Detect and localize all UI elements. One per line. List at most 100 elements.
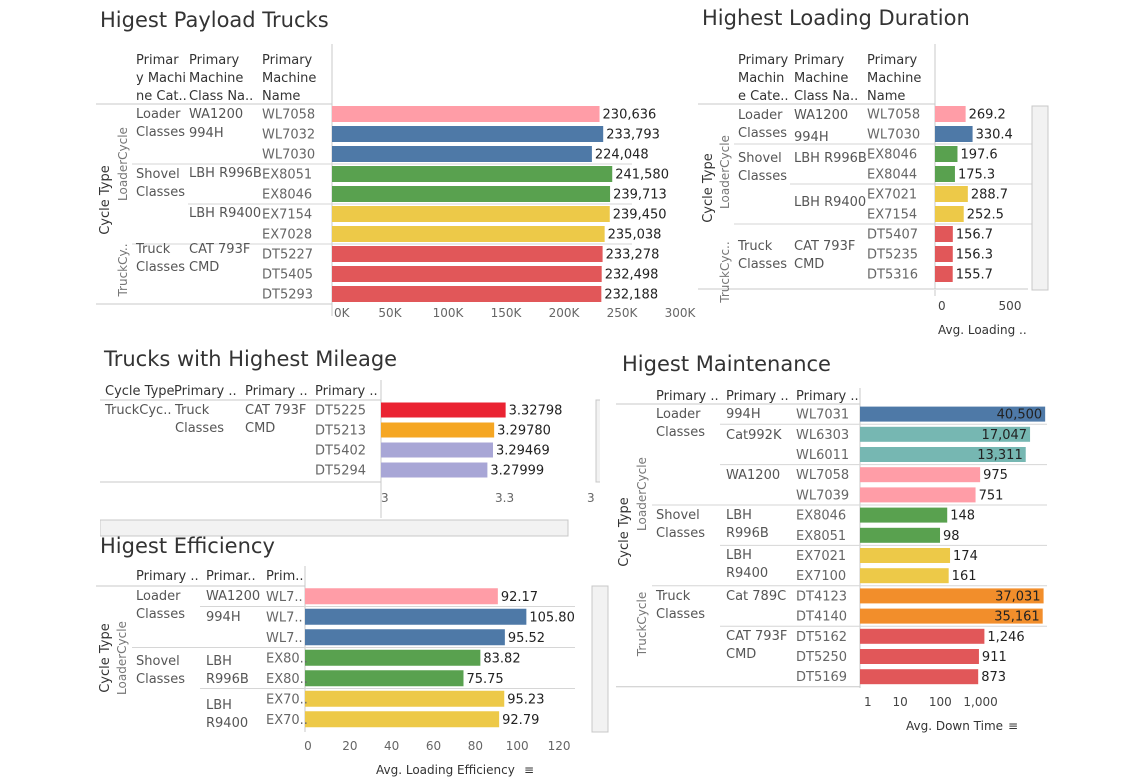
- bar-EX80..[interactable]: [305, 670, 464, 687]
- data-label: 156.3: [956, 248, 993, 263]
- bar-EX70..[interactable]: [305, 690, 505, 707]
- bar-WL7058[interactable]: [935, 106, 966, 122]
- bar-EX7154[interactable]: [332, 206, 610, 222]
- bar-EX7021[interactable]: [860, 548, 951, 563]
- cycle-label: TruckCycle: [635, 592, 649, 657]
- loading-title: Highest Loading Duration: [702, 6, 970, 30]
- bar-DT5213[interactable]: [381, 422, 495, 438]
- tick-label: 500: [999, 299, 1022, 313]
- bar-EX8046[interactable]: [332, 186, 611, 202]
- data-label: 175.3: [958, 168, 995, 183]
- machine-name: EX7021: [796, 549, 846, 564]
- category-label: Loader Classes: [738, 108, 787, 141]
- bar-DT5235[interactable]: [935, 246, 953, 262]
- machine-name: DT5402: [315, 444, 366, 459]
- data-label: 35,161: [994, 610, 1040, 625]
- class-label: LBH R9400: [189, 206, 261, 221]
- machine-name: EX7154: [262, 208, 312, 223]
- tick-label: 100: [506, 739, 529, 753]
- bar-WL7039[interactable]: [860, 487, 976, 503]
- bar-EX70..[interactable]: [305, 711, 500, 728]
- bar-EX7154[interactable]: [935, 206, 964, 222]
- machine-name: EX7100: [796, 569, 846, 584]
- scrollbar-vertical[interactable]: [591, 585, 609, 733]
- bar-DT4123[interactable]: [860, 588, 1044, 604]
- bar-DT5402[interactable]: [381, 442, 493, 458]
- bar-DT5293[interactable]: [332, 286, 602, 302]
- bar-EX7100[interactable]: [860, 568, 949, 584]
- class-label: WA1200: [726, 468, 780, 483]
- cycle-axis-label: Cycle Type: [617, 497, 632, 567]
- bar-DT5316[interactable]: [935, 266, 953, 282]
- bar-DT5225[interactable]: [381, 402, 506, 418]
- bar-WL7030[interactable]: [332, 146, 592, 162]
- class-label: 994H: [206, 610, 241, 625]
- column-header: Primary Machine Name: [262, 53, 316, 104]
- bar-WL7058[interactable]: [860, 467, 981, 483]
- category-label: Loader Classes: [656, 407, 705, 440]
- data-label: 288.7: [971, 188, 1008, 203]
- scrollbar-horizontal[interactable]: [99, 519, 569, 537]
- loading-chart: Primary Machin e Cate..Primary Machine Class…: [698, 44, 1049, 346]
- data-label: 252.5: [967, 208, 1004, 223]
- data-label: 37,031: [995, 589, 1041, 604]
- bar-WL7..[interactable]: [305, 608, 527, 625]
- bar-EX7028[interactable]: [332, 226, 605, 242]
- bar-WL7032[interactable]: [332, 126, 604, 142]
- cycle-label: TruckCyc..: [718, 241, 732, 303]
- bar-EX8051[interactable]: [860, 527, 941, 543]
- machine-name: EX8044: [867, 168, 917, 183]
- data-label: 95.23: [507, 692, 544, 707]
- machine-name: WL7058: [262, 108, 315, 123]
- bar-WL7..[interactable]: [305, 588, 498, 605]
- payload-chart: Primar y Machi ne Cat..Primary Machine Class…: [96, 44, 697, 320]
- bar-DT5407[interactable]: [935, 226, 953, 242]
- data-label: 224,048: [595, 148, 649, 163]
- column-header: Primary ..: [136, 569, 199, 584]
- bar-EX8046[interactable]: [860, 507, 948, 523]
- bar-DT5405[interactable]: [332, 266, 602, 282]
- bar-EX8044[interactable]: [935, 166, 955, 182]
- category-label: Loader Classes: [136, 589, 185, 622]
- bar-EX80..[interactable]: [305, 649, 481, 666]
- bar-WL7031[interactable]: [860, 406, 1046, 422]
- machine-name: WL7..: [266, 590, 303, 605]
- class-label: LBH R996B: [189, 166, 262, 181]
- bar-EX8051[interactable]: [332, 166, 613, 182]
- machine-name: EX80..: [266, 672, 308, 687]
- data-label: 83.82: [483, 651, 520, 666]
- mileage-title: Trucks with Highest Mileage: [104, 347, 398, 371]
- data-label: 975: [983, 468, 1008, 483]
- machine-name: WL7032: [262, 128, 315, 143]
- bar-DT5162[interactable]: [860, 628, 985, 644]
- bar-WL7..[interactable]: [305, 629, 505, 646]
- bar-DT5250[interactable]: [860, 649, 979, 664]
- bar-EX7021[interactable]: [935, 186, 968, 202]
- column-header: Cycle Type: [105, 384, 175, 399]
- bar-DT5169[interactable]: [860, 669, 979, 685]
- data-label: 269.2: [969, 108, 1006, 123]
- loading-panel: Primary Machin e Cate.. Primary Machine Class…: [698, 40, 1054, 346]
- machine-name: EX7021: [867, 188, 917, 203]
- machine-name: EX8051: [796, 529, 846, 544]
- data-label: 92.79: [502, 713, 539, 728]
- bar-WL7030[interactable]: [935, 126, 973, 142]
- data-label: 241,580: [615, 168, 669, 183]
- column-header: Primary ..: [174, 384, 237, 399]
- machine-name: EX7028: [262, 228, 312, 243]
- bar-WL6011[interactable]: [860, 447, 1026, 462]
- scrollbar-vertical[interactable]: [595, 399, 613, 483]
- class-label: CAT 793F CMD: [726, 629, 787, 662]
- bar-WL6303[interactable]: [860, 426, 1031, 442]
- scrollbar-vertical[interactable]: [1031, 105, 1049, 291]
- category-label: Truck Classes: [737, 239, 787, 272]
- machine-name: EX8046: [262, 188, 312, 203]
- tick-label: 300K: [665, 306, 697, 320]
- bar-WL7058[interactable]: [332, 106, 600, 122]
- bar-DT4140[interactable]: [860, 608, 1043, 624]
- machine-name: DT5162: [796, 630, 847, 645]
- bar-EX8046[interactable]: [935, 146, 958, 162]
- bar-DT5294[interactable]: [381, 462, 488, 478]
- column-header: Primary Machine Class Na..: [794, 53, 858, 104]
- bar-DT5227[interactable]: [332, 246, 603, 262]
